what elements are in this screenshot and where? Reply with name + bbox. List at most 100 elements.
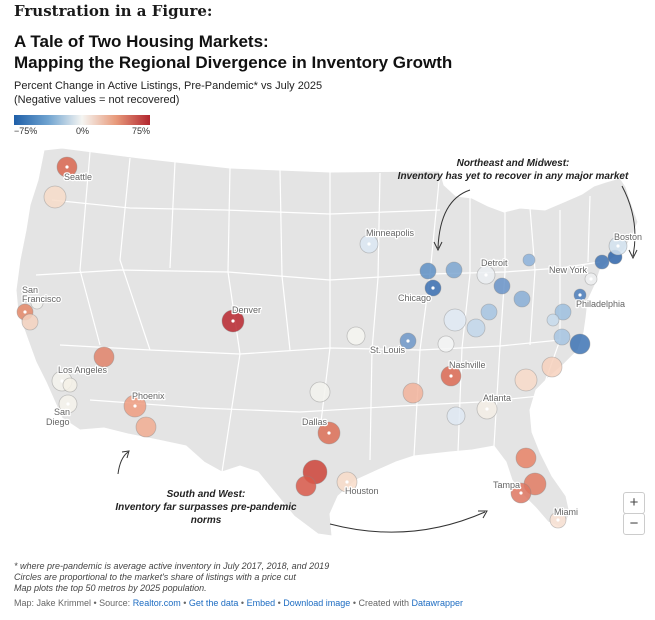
south-left-arrow — [117, 451, 129, 475]
metro-circle-kansas-city[interactable] — [346, 326, 366, 346]
title-line-2: Mapping the Regional Divergence in Inven… — [14, 53, 453, 72]
metro-circle-richmond[interactable] — [553, 328, 571, 346]
label-san-francisco: San Francisco — [22, 285, 61, 304]
metro-circles — [16, 156, 628, 529]
metro-circle-raleigh[interactable] — [541, 356, 563, 378]
credit-sep-3: • — [275, 598, 284, 608]
footnote-1: * where pre-pandemic is average active i… — [14, 561, 330, 571]
metro-circle-charlotte[interactable] — [514, 368, 538, 392]
subtitle-line-2: (Negative values = not recovered) — [14, 94, 180, 106]
zoom-out-button[interactable]: − — [623, 513, 645, 535]
label-tampa: Tampa — [493, 480, 520, 490]
annotation-arrows — [117, 185, 638, 533]
label-minneapolis: Minneapolis — [366, 228, 415, 238]
metro-circle-louisville[interactable] — [437, 335, 455, 353]
metro-circle-oklahoma-city[interactable] — [309, 381, 331, 403]
metro-circle-sacramento[interactable] — [30, 296, 44, 310]
source-link[interactable]: Realtor.com — [132, 598, 181, 608]
subtitle: Percent Change in Active Listings, Pre-P… — [14, 79, 322, 107]
metro-circle-portland[interactable] — [43, 185, 67, 209]
metro-dot-houston — [345, 480, 349, 484]
metro-dot-riverside — [60, 379, 64, 383]
chart-title: A Tale of Two Housing Markets: Mapping t… — [14, 31, 452, 73]
south-annotation-line-3: norms — [190, 515, 222, 526]
metro-dot-boston — [616, 244, 620, 248]
south-right-arrowhead — [478, 510, 488, 519]
credit-sep-2: • — [238, 598, 247, 608]
label-phoenix: Phoenix — [132, 391, 165, 401]
zoom-in-button[interactable]: + — [623, 492, 645, 514]
metro-circle-cleveland[interactable] — [493, 277, 511, 295]
datawrapper-link[interactable]: Datawrapper — [411, 598, 464, 608]
metro-circle-memphis[interactable] — [402, 382, 424, 404]
south-left-arrowhead — [121, 450, 130, 459]
metro-circle-buffalo[interactable] — [522, 253, 536, 267]
metro-circle-baltimore[interactable] — [554, 303, 572, 321]
metro-circle-dc-area[interactable] — [569, 333, 591, 355]
metro-dot-minneapolis — [367, 242, 371, 246]
metro-dot-atlanta — [485, 407, 489, 411]
legend-min-label: −75% — [14, 126, 38, 136]
label-detroit: Detroit — [481, 258, 508, 268]
metro-circle-cincinnati[interactable] — [466, 318, 486, 338]
metro-circle-indianapolis[interactable] — [443, 308, 467, 332]
metro-circle-san-antonio[interactable] — [295, 475, 317, 497]
footnote-2: Circles are proportional to the market's… — [14, 572, 296, 582]
credits-line: Map: Jake Krimmel • Source: Realtor.com … — [14, 598, 463, 608]
label-chicago: Chicago — [398, 293, 431, 303]
get-data-link[interactable]: Get the data — [188, 598, 239, 608]
south-annotation: South and West: Inventory far surpasses … — [96, 488, 316, 527]
metro-circle-milwaukee[interactable] — [419, 262, 437, 280]
label-atlanta: Atlanta — [483, 393, 511, 403]
metro-dot-phoenix — [133, 404, 137, 408]
label-houston: Houston — [345, 486, 379, 496]
south-annotation-line-2: Inventory far surpasses pre-pandemic — [115, 502, 297, 513]
color-legend: −75% 0% 75% — [14, 115, 150, 137]
us-map[interactable]: Seattle San Francisco Los Angeles San Diego Ph… — [0, 130, 655, 550]
label-dallas: Dallas — [302, 417, 328, 427]
metro-dot-dallas — [327, 431, 331, 435]
northeast-annotation-line-2: Inventory has yet to recover in any majo… — [397, 171, 629, 182]
label-nashville: Nashville — [449, 360, 486, 370]
metro-circle-tucson[interactable] — [135, 416, 157, 438]
metro-circle-los-angeles[interactable] — [93, 346, 115, 368]
subtitle-line-1: Percent Change in Active Listings, Pre-P… — [14, 80, 323, 92]
metro-circle-washington[interactable] — [546, 313, 560, 327]
created-prefix: • Created with — [350, 598, 412, 608]
metro-circle-hartford[interactable] — [594, 254, 610, 270]
metro-dot-san-diego — [66, 402, 70, 406]
metro-dot-denver — [231, 319, 235, 323]
metro-circle-columbus[interactable] — [480, 303, 498, 321]
northeast-annotation-line-1: Northeast and Midwest: — [456, 158, 570, 169]
metro-circle-pittsburgh[interactable] — [513, 290, 531, 308]
metro-dot-st-louis — [406, 339, 410, 343]
metro-dot-chicago — [431, 286, 435, 290]
metro-dot-new-york — [589, 277, 593, 281]
metro-circle-grand-rapids[interactable] — [445, 261, 463, 279]
legend-mid-label: 0% — [76, 126, 90, 136]
credit-sep-1: • — [180, 598, 189, 608]
metro-circle-anaheim[interactable] — [62, 377, 78, 393]
download-image-link[interactable]: Download image — [283, 598, 351, 608]
metro-circle-birmingham[interactable] — [446, 406, 466, 426]
south-annotation-line-1: South and West: — [166, 489, 246, 500]
legend-ticks: −75% 0% 75% — [14, 125, 150, 137]
label-los-angeles: Los Angeles — [58, 365, 108, 375]
label-new-york: New York — [549, 265, 588, 275]
label-philadelphia: Philadelphia — [576, 299, 625, 309]
northeast-left-arrow — [437, 189, 471, 249]
northeast-left-arrowhead — [433, 241, 443, 252]
footnote-3: Map plots the top 50 metros by 2025 popu… — [14, 583, 207, 593]
embed-link[interactable]: Embed — [246, 598, 276, 608]
label-boston: Boston — [614, 232, 642, 242]
legend-max-label: 75% — [132, 126, 151, 136]
metro-dot-miami — [556, 518, 560, 522]
label-seattle: Seattle — [64, 172, 92, 182]
northeast-annotation: Northeast and Midwest: Inventory has yet… — [378, 157, 648, 183]
northeast-right-arrow — [621, 185, 636, 257]
metro-circle-jacksonville[interactable] — [515, 447, 537, 469]
metro-dot-nashville — [449, 374, 453, 378]
legend-gradient — [14, 115, 150, 125]
metro-circle-san-jose[interactable] — [21, 313, 39, 331]
metro-dot-san-francisco — [23, 310, 27, 314]
